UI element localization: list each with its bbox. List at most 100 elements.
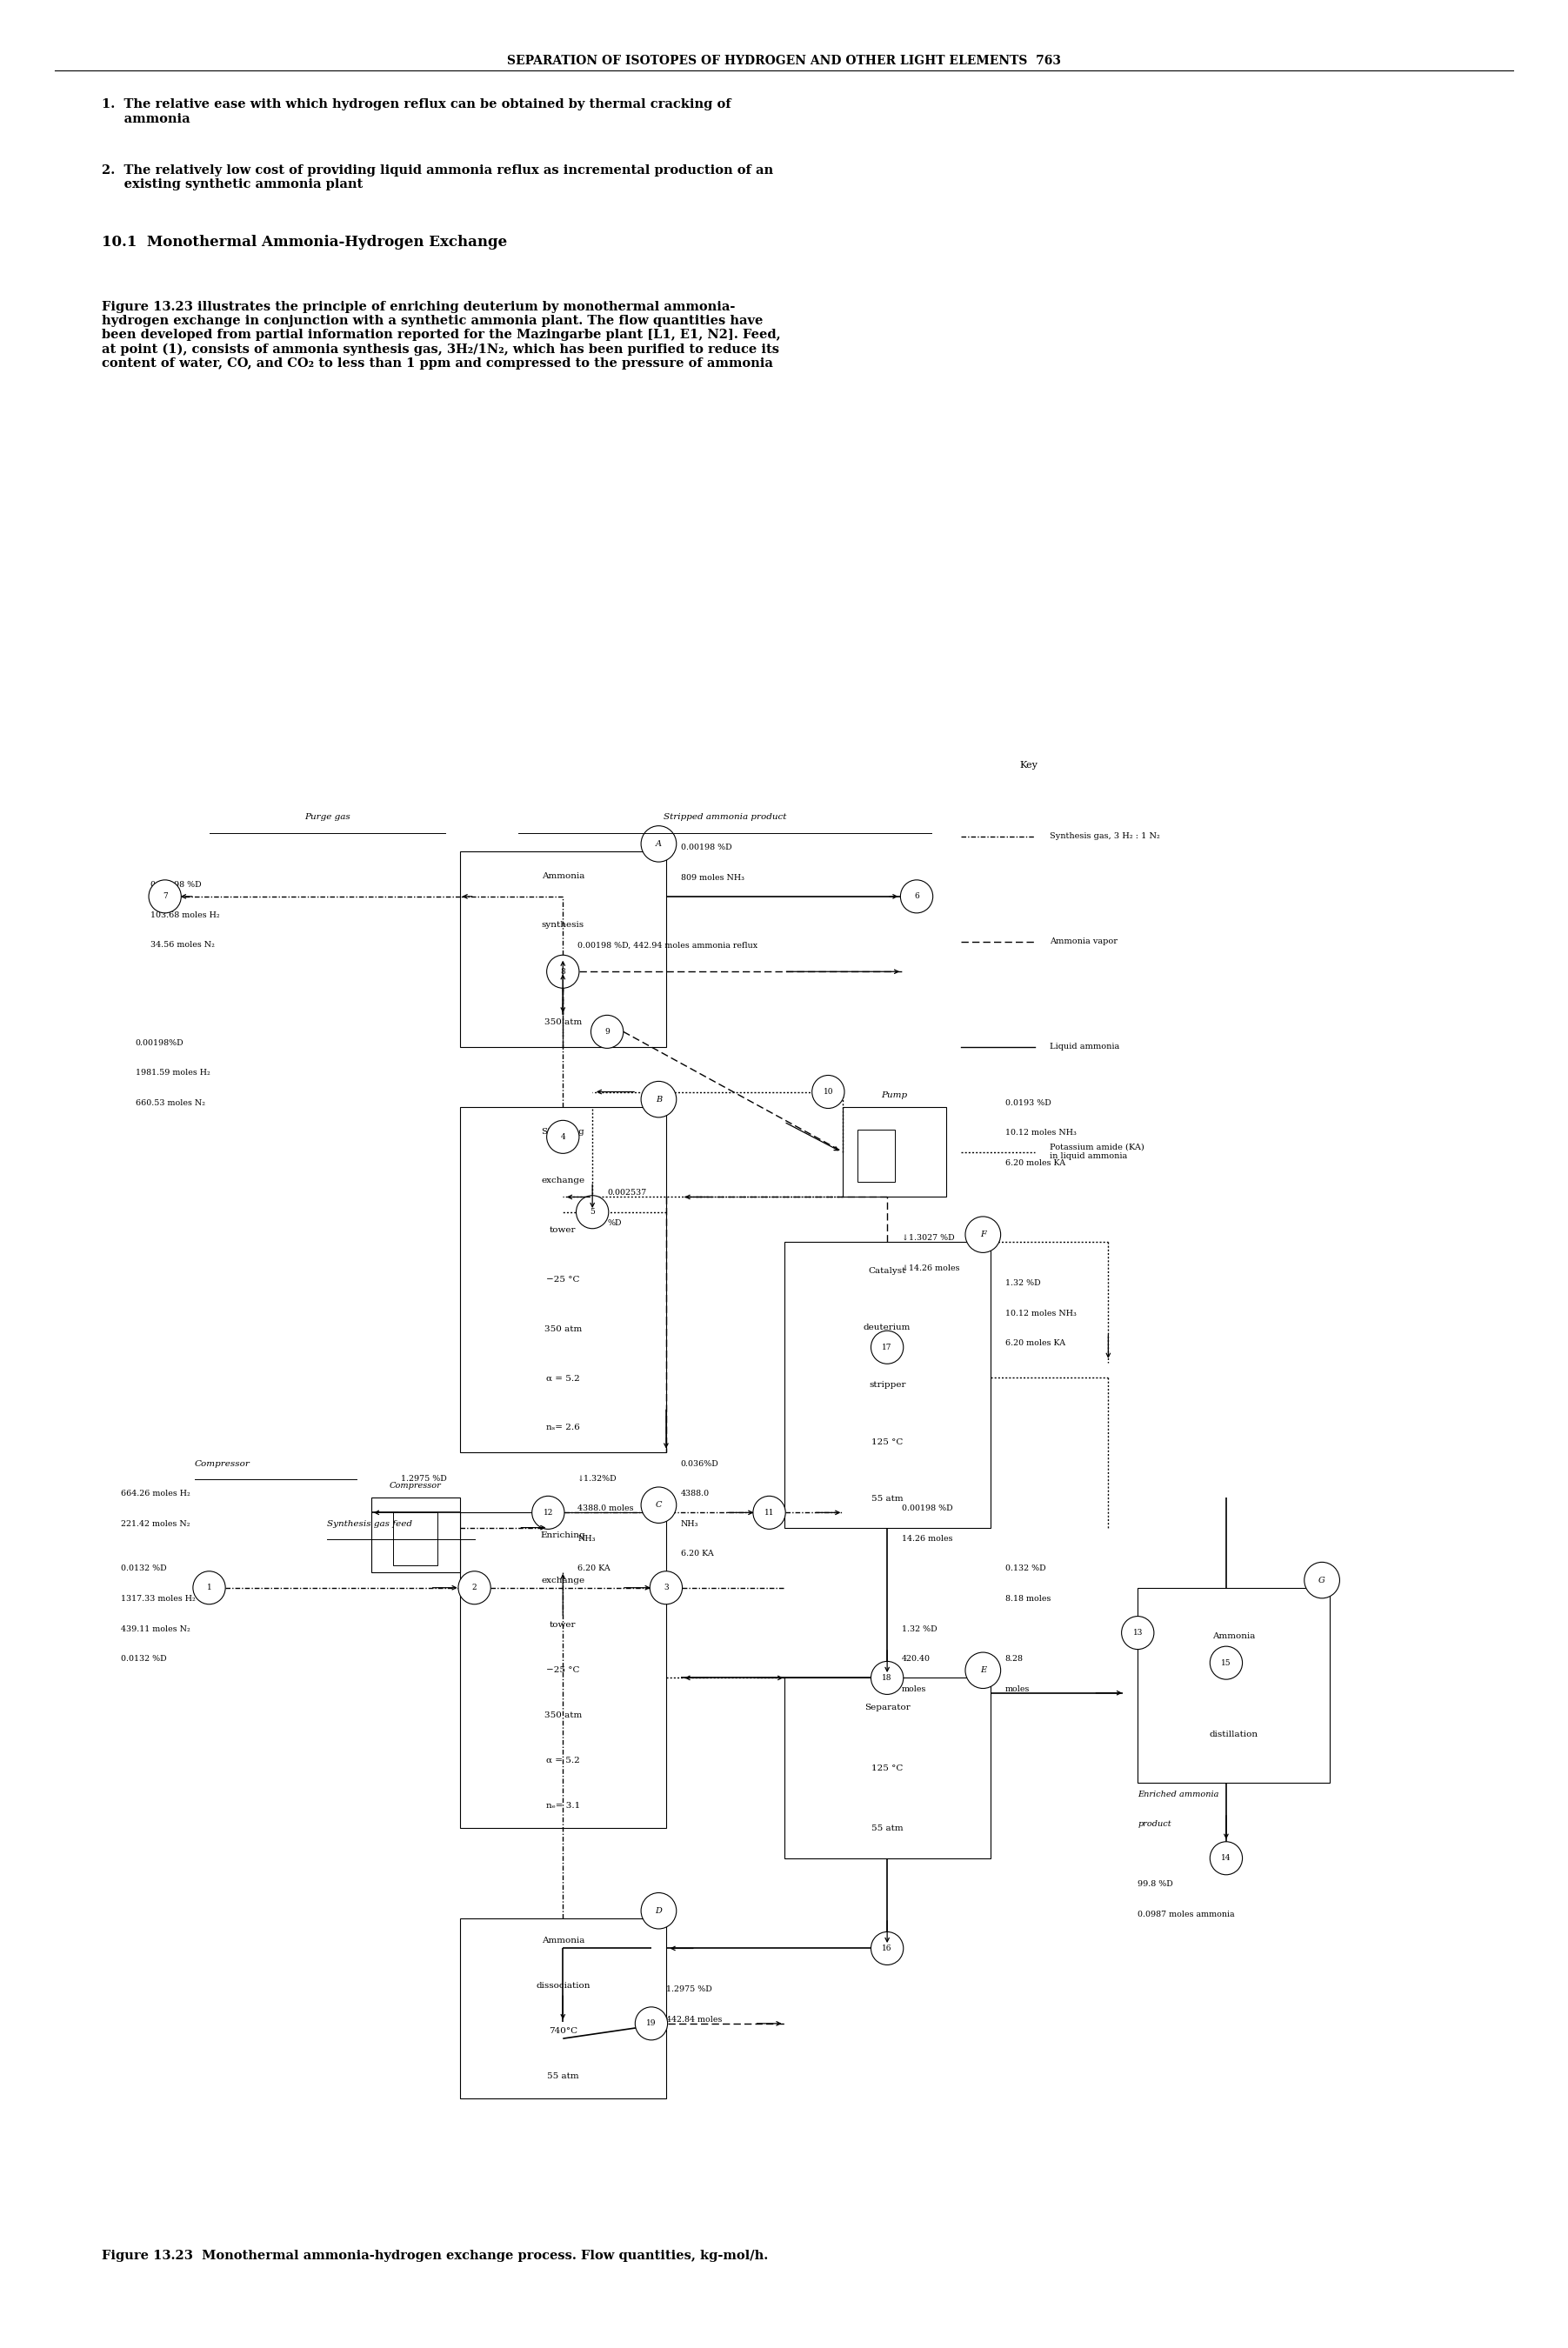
Text: 221.42 moles N₂: 221.42 moles N₂ [121, 1519, 190, 1529]
Text: 2: 2 [472, 1585, 477, 1592]
Text: −25 °C: −25 °C [546, 1275, 580, 1284]
Text: 0.002537: 0.002537 [607, 1188, 646, 1197]
Text: 16: 16 [883, 1944, 892, 1951]
Text: 125 °C: 125 °C [872, 1763, 903, 1773]
Text: tower: tower [550, 1622, 575, 1630]
Circle shape [812, 1075, 845, 1108]
Text: deuterium: deuterium [864, 1324, 911, 1331]
Text: −25 °C: −25 °C [546, 1667, 580, 1674]
Text: nₑ= 3.1: nₑ= 3.1 [546, 1801, 580, 1810]
Bar [459, 852, 666, 1047]
Text: 2.  The relatively low cost of providing liquid ammonia reflux as incremental pr: 2. The relatively low cost of providing … [102, 164, 773, 190]
Text: NH₃: NH₃ [681, 1519, 699, 1529]
Circle shape [966, 1216, 1000, 1251]
Text: Enriching: Enriching [541, 1531, 585, 1538]
Circle shape [1210, 1646, 1242, 1679]
Text: 19: 19 [646, 2019, 657, 2026]
Text: 1.32 %D: 1.32 %D [902, 1625, 938, 1632]
Text: 1.32 %D: 1.32 %D [1005, 1280, 1041, 1287]
Text: 442.84 moles: 442.84 moles [666, 2015, 723, 2024]
Bar [459, 1106, 666, 1453]
Text: 4: 4 [560, 1134, 566, 1141]
Text: NH₃: NH₃ [577, 1536, 596, 1543]
Text: 15: 15 [1221, 1660, 1231, 1667]
Text: 350 atm: 350 atm [544, 1324, 582, 1334]
Text: Catalyst: Catalyst [869, 1266, 906, 1275]
Text: 530°C: 530°C [549, 970, 577, 977]
Circle shape [870, 1662, 903, 1695]
Text: 0.0193 %D: 0.0193 %D [1005, 1099, 1051, 1106]
Text: 0.00198%D: 0.00198%D [135, 1038, 183, 1047]
Text: 0.00198 %D: 0.00198 %D [151, 880, 201, 890]
Text: 103.68 moles H₂: 103.68 moles H₂ [151, 911, 220, 918]
Circle shape [575, 1195, 608, 1228]
Text: SEPARATION OF ISOTOPES OF HYDROGEN AND OTHER LIGHT ELEMENTS  763: SEPARATION OF ISOTOPES OF HYDROGEN AND O… [506, 54, 1062, 68]
Text: 4388.0: 4388.0 [681, 1489, 710, 1498]
Text: 0.132 %D: 0.132 %D [1005, 1564, 1046, 1573]
Text: 6: 6 [914, 892, 919, 899]
Text: 8.18 moles: 8.18 moles [1005, 1594, 1051, 1604]
Text: 10.12 moles NH₃: 10.12 moles NH₃ [1005, 1310, 1076, 1317]
Text: 6.20 KA: 6.20 KA [681, 1550, 713, 1557]
Text: dissociation: dissociation [536, 1982, 590, 1989]
Text: 6.20 moles KA: 6.20 moles KA [1005, 1338, 1065, 1348]
Text: 0.00198 %D, 442.94 moles ammonia reflux: 0.00198 %D, 442.94 moles ammonia reflux [577, 942, 757, 949]
Text: D: D [655, 1907, 662, 1914]
Text: Pump: Pump [881, 1092, 908, 1099]
Circle shape [1210, 1841, 1242, 1874]
Text: 1.  The relative ease with which hydrogen reflux can be obtained by thermal crac: 1. The relative ease with which hydrogen… [102, 99, 731, 124]
Text: 10.1  Monothermal Ammonia-Hydrogen Exchange: 10.1 Monothermal Ammonia-Hydrogen Exchan… [102, 235, 508, 249]
Text: 740°C: 740°C [549, 2026, 577, 2036]
Bar [459, 1918, 666, 2099]
Text: Ammonia: Ammonia [1212, 1632, 1254, 1641]
Circle shape [870, 1331, 903, 1364]
Text: 125 °C: 125 °C [872, 1437, 903, 1446]
Text: %D: %D [607, 1219, 621, 1228]
Text: stripper: stripper [869, 1381, 906, 1388]
Text: E: E [980, 1667, 986, 1674]
Circle shape [641, 1082, 676, 1118]
Bar [372, 1498, 459, 1573]
Text: Stripping: Stripping [541, 1127, 585, 1136]
Text: ↓14.26 moles: ↓14.26 moles [902, 1263, 960, 1273]
Text: 420.40: 420.40 [902, 1655, 931, 1662]
Circle shape [966, 1653, 1000, 1688]
Text: distillation: distillation [1209, 1730, 1258, 1738]
Text: 5: 5 [590, 1209, 594, 1216]
Text: 664.26 moles H₂: 664.26 moles H₂ [121, 1489, 190, 1498]
Bar [1138, 1587, 1330, 1782]
Text: 1: 1 [207, 1585, 212, 1592]
Text: tower: tower [550, 1226, 575, 1235]
Circle shape [591, 1014, 624, 1047]
Text: Synthesis gas, 3 H₂ : 1 N₂: Synthesis gas, 3 H₂ : 1 N₂ [1049, 834, 1159, 841]
Text: B: B [655, 1097, 662, 1104]
Circle shape [547, 1120, 579, 1153]
Text: 0.0132 %D: 0.0132 %D [121, 1655, 166, 1662]
Circle shape [870, 1932, 903, 1965]
Text: 6.20 KA: 6.20 KA [577, 1564, 610, 1573]
Text: Stripped ammonia product: Stripped ammonia product [663, 812, 787, 822]
Text: 7: 7 [163, 892, 168, 899]
Circle shape [193, 1571, 226, 1604]
Text: nₛ= 2.6: nₛ= 2.6 [546, 1423, 580, 1432]
Text: Ammonia vapor: Ammonia vapor [1049, 937, 1116, 946]
Circle shape [635, 2008, 668, 2040]
Bar [844, 1106, 946, 1197]
Text: 14.26 moles: 14.26 moles [902, 1536, 953, 1543]
Text: 1981.59 moles H₂: 1981.59 moles H₂ [135, 1068, 210, 1078]
Bar [394, 1512, 437, 1566]
Text: Figure 13.23 illustrates the principle of enriching deuterium by monothermal amm: Figure 13.23 illustrates the principle o… [102, 301, 781, 369]
Text: Compressor: Compressor [194, 1460, 249, 1468]
Text: 1317.33 moles H₂: 1317.33 moles H₂ [121, 1594, 196, 1604]
Circle shape [900, 880, 933, 913]
Text: 10: 10 [823, 1087, 833, 1097]
Text: α = 5.2: α = 5.2 [546, 1756, 580, 1763]
Text: 8.28: 8.28 [1005, 1655, 1024, 1662]
Text: 0.00198 %D: 0.00198 %D [681, 843, 732, 852]
Text: ↓1.32%D: ↓1.32%D [577, 1475, 618, 1482]
Text: product: product [1138, 1820, 1171, 1829]
Text: 11: 11 [764, 1510, 775, 1517]
Circle shape [641, 826, 676, 862]
Bar [784, 1242, 991, 1529]
Text: ↓1.3027 %D: ↓1.3027 %D [902, 1235, 955, 1242]
